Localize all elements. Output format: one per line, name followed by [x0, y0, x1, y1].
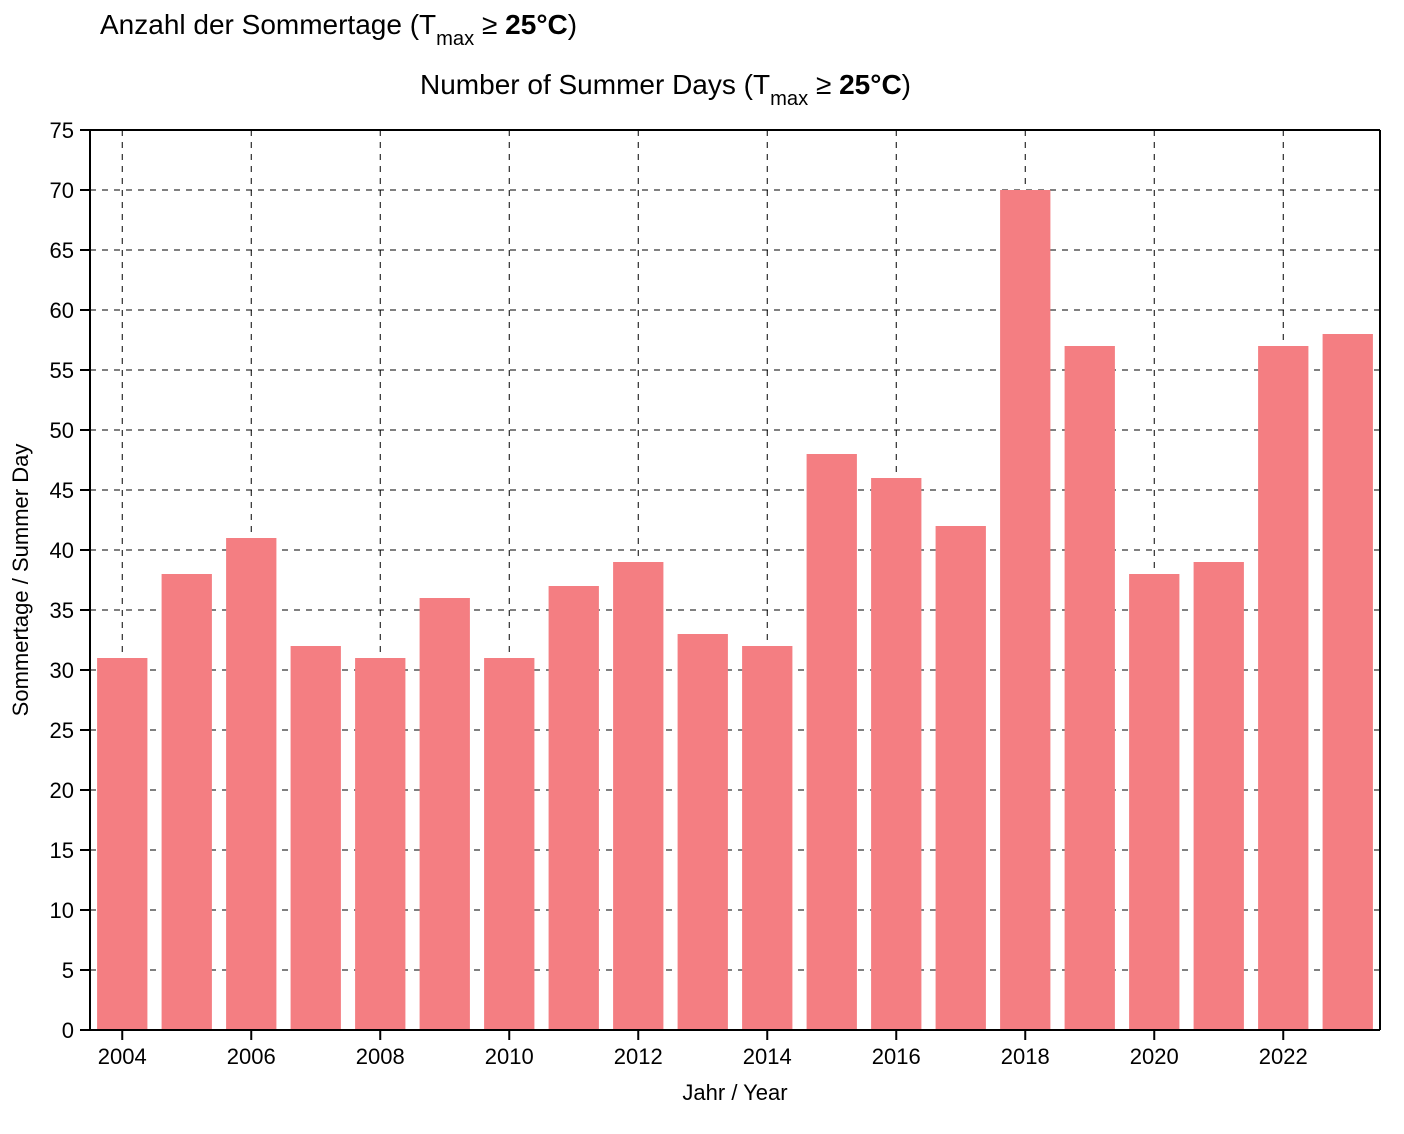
y-tick-label: 25 — [50, 718, 74, 743]
x-tick-label: 2014 — [743, 1044, 792, 1069]
x-tick-label: 2006 — [227, 1044, 276, 1069]
x-tick-label: 2018 — [1001, 1044, 1050, 1069]
y-tick-label: 35 — [50, 598, 74, 623]
x-tick-label: 2010 — [485, 1044, 534, 1069]
chart-container: Anzahl der Sommertage (Tmax ≥ 25°C)Numbe… — [0, 0, 1404, 1134]
y-axis-label: Sommertage / Summer Day — [8, 444, 33, 717]
y-tick-label: 45 — [50, 478, 74, 503]
x-tick-label: 2020 — [1130, 1044, 1179, 1069]
bar — [1323, 334, 1373, 1030]
y-tick-label: 30 — [50, 658, 74, 683]
y-tick-label: 5 — [62, 958, 74, 983]
bar — [162, 574, 212, 1030]
y-tick-label: 75 — [50, 118, 74, 143]
bar — [355, 658, 405, 1030]
x-tick-label: 2012 — [614, 1044, 663, 1069]
x-tick-label: 2004 — [98, 1044, 147, 1069]
y-tick-label: 65 — [50, 238, 74, 263]
bar — [484, 658, 534, 1030]
bar — [97, 658, 147, 1030]
y-tick-label: 60 — [50, 298, 74, 323]
summer-days-bar-chart: Anzahl der Sommertage (Tmax ≥ 25°C)Numbe… — [0, 0, 1404, 1134]
x-tick-label: 2022 — [1259, 1044, 1308, 1069]
bar — [291, 646, 341, 1030]
bar — [1194, 562, 1244, 1030]
x-tick-label: 2008 — [356, 1044, 405, 1069]
y-tick-label: 40 — [50, 538, 74, 563]
bar — [742, 646, 792, 1030]
y-tick-label: 0 — [62, 1018, 74, 1043]
x-tick-label: 2016 — [872, 1044, 921, 1069]
y-tick-label: 70 — [50, 178, 74, 203]
bar — [226, 538, 276, 1030]
y-tick-label: 10 — [50, 898, 74, 923]
bar — [807, 454, 857, 1030]
x-axis-label: Jahr / Year — [682, 1080, 787, 1105]
bar — [871, 478, 921, 1030]
bar — [613, 562, 663, 1030]
y-tick-label: 15 — [50, 838, 74, 863]
bar — [420, 598, 470, 1030]
bar — [678, 634, 728, 1030]
bar — [1258, 346, 1308, 1030]
bar — [1000, 190, 1050, 1030]
bar — [549, 586, 599, 1030]
y-tick-label: 55 — [50, 358, 74, 383]
y-tick-label: 20 — [50, 778, 74, 803]
bar — [1129, 574, 1179, 1030]
bar — [1065, 346, 1115, 1030]
y-tick-label: 50 — [50, 418, 74, 443]
bar — [936, 526, 986, 1030]
